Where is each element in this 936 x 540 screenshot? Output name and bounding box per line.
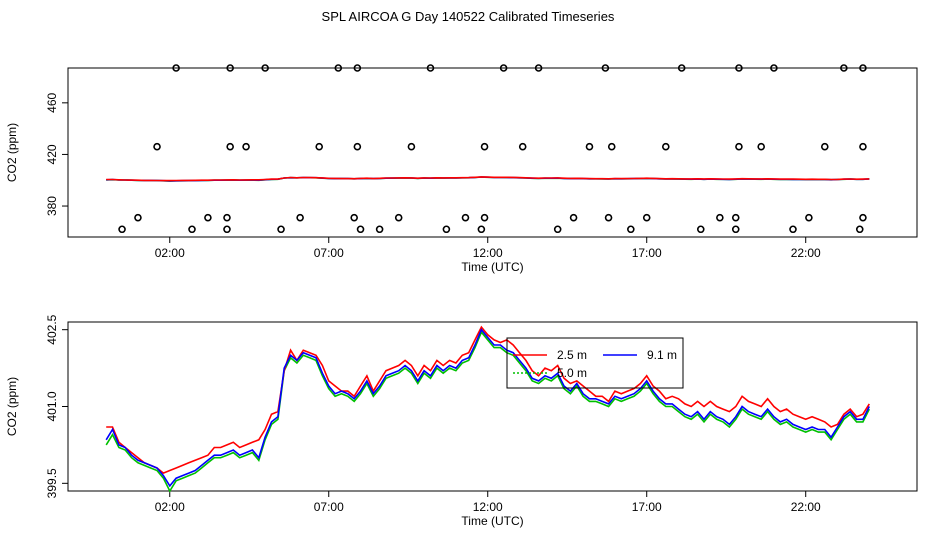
scatter-point <box>604 213 613 222</box>
scatter-point <box>642 213 651 222</box>
legend-label: 2.5 m <box>557 348 587 362</box>
scatter-point <box>855 225 864 234</box>
legend-label: 9.1 m <box>647 348 677 362</box>
scatter-point <box>859 213 867 222</box>
y-tick-label-top: 380 <box>45 196 59 216</box>
figure-title-wrap: SPL AIRCOA G Day 140522 Calibrated Times… <box>0 9 936 24</box>
series-line-50m-bottom <box>105 330 871 493</box>
scatter-point <box>696 225 705 234</box>
x-tick-label-bottom: 22:00 <box>791 500 821 514</box>
scatter-point <box>242 142 250 151</box>
scatter-point <box>607 142 616 151</box>
y-tick-label-bottom: 399.5 <box>45 468 59 498</box>
scatter-point <box>226 142 234 151</box>
scatter-point <box>350 213 358 222</box>
x-tick-label-bottom: 02:00 <box>155 500 185 514</box>
scatter-point <box>840 64 848 72</box>
scatter-point <box>480 213 489 222</box>
scatter-point <box>277 225 285 234</box>
x-axis-title-bottom: Time (UTC) <box>461 514 523 528</box>
legend: 2.5 m 9.1 m 5.0 m <box>506 337 684 389</box>
scatter-point <box>118 225 126 234</box>
scatter-point <box>805 213 813 222</box>
series-line-91m-bottom <box>105 328 871 488</box>
scatter-point <box>223 213 231 222</box>
scatter-point <box>204 213 212 222</box>
x-tick-label-top: 02:00 <box>155 246 185 260</box>
scatter-point <box>261 64 269 72</box>
scatter-point <box>499 64 508 72</box>
scatter-point <box>394 213 403 222</box>
scatter-point <box>677 64 686 72</box>
x-axis-title-top: Time (UTC) <box>461 260 523 274</box>
scatter-point <box>534 64 543 72</box>
scatter-point <box>569 213 578 222</box>
scatter-point <box>223 225 231 234</box>
scatter-point <box>426 64 435 72</box>
plot-frame-top <box>67 67 918 238</box>
scatter-point <box>134 213 142 222</box>
x-tick-label-bottom: 12:00 <box>473 500 503 514</box>
scatter-point <box>731 213 740 222</box>
x-tick-label-top: 22:00 <box>791 246 821 260</box>
scatter-point <box>461 213 470 222</box>
scatter-point <box>153 142 161 151</box>
scatter-point <box>353 64 362 72</box>
y-tick-label-bottom: 401.0 <box>45 391 59 421</box>
scatter-point <box>735 64 743 72</box>
scatter-point <box>296 213 304 222</box>
x-tick-label-bottom: 07:00 <box>314 500 344 514</box>
scatter-point <box>859 64 867 72</box>
scatter-point <box>407 142 416 151</box>
scatter-point <box>859 142 867 151</box>
scatter-point <box>601 64 610 72</box>
scatter-point <box>789 225 797 234</box>
scatter-point <box>226 64 234 72</box>
x-tick-label-top: 07:00 <box>314 246 344 260</box>
scatter-point <box>553 225 562 234</box>
scatter-point <box>716 213 724 222</box>
scatter-point <box>627 225 635 234</box>
scatter-point <box>770 64 778 72</box>
x-tick-label-top: 17:00 <box>632 246 662 260</box>
scatter-point <box>480 142 489 151</box>
scatter-point <box>477 225 486 234</box>
scatter-point <box>353 142 362 151</box>
scatter-point <box>315 142 324 151</box>
scatter-point <box>442 225 451 234</box>
y-tick-label-top: 420 <box>45 144 59 164</box>
scatter-point <box>172 64 180 72</box>
scatter-point <box>661 142 670 151</box>
scatter-point <box>735 142 743 151</box>
y-axis-title-bottom: CO2 (ppm) <box>5 377 19 436</box>
x-tick-label-bottom: 17:00 <box>632 500 662 514</box>
legend-box <box>506 337 684 389</box>
y-tick-label-top: 460 <box>45 93 59 113</box>
x-tick-label-top: 12:00 <box>473 246 503 260</box>
scatter-point <box>356 225 365 234</box>
figure-title: SPL AIRCOA G Day 140522 Calibrated Times… <box>321 9 615 24</box>
scatter-point <box>334 64 343 72</box>
scatter-point <box>375 225 384 234</box>
scatter-point <box>518 142 527 151</box>
series-line-25m-bottom <box>106 325 870 475</box>
y-tick-label-bottom: 402.5 <box>45 314 59 344</box>
scatter-point <box>820 142 829 151</box>
plot-frame-bottom <box>67 321 918 492</box>
scatter-point <box>585 142 594 151</box>
scatter-point <box>188 225 196 234</box>
y-axis-title-top: CO2 (ppm) <box>5 123 19 182</box>
scatter-point <box>757 142 765 151</box>
legend-label: 5.0 m <box>557 366 587 380</box>
series-line-25m-top <box>106 176 870 182</box>
scatter-point <box>731 225 740 234</box>
